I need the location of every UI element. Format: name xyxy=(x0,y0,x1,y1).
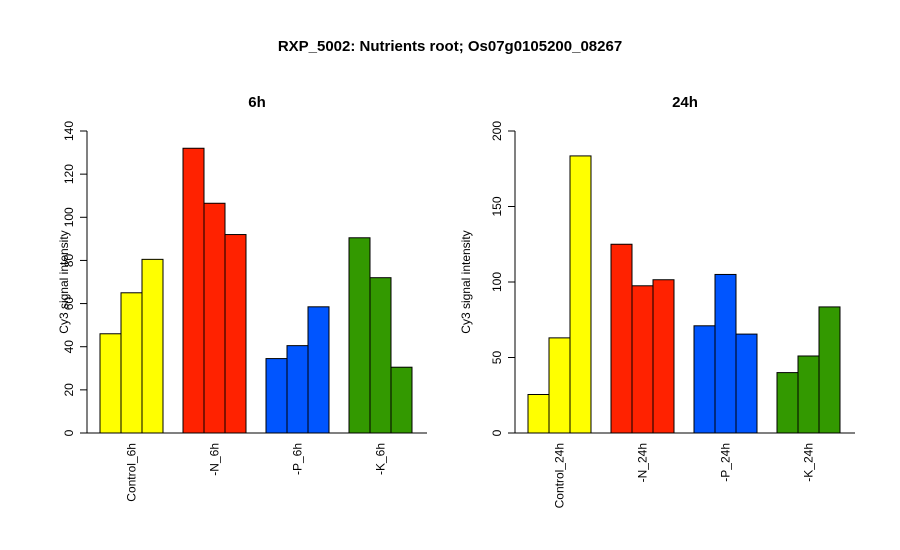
bar--N_24h-2 xyxy=(631,285,654,434)
x-category-label: Control_24h xyxy=(553,443,567,508)
bar--N_24h-3 xyxy=(652,279,675,434)
x-category-label: -P_6h xyxy=(291,443,305,475)
y-tick-label: 80 xyxy=(62,253,76,267)
bar--N_6h-2 xyxy=(203,202,226,434)
bar--P_24h-2 xyxy=(714,273,737,434)
bar-Control_6h-2 xyxy=(120,292,143,434)
y-tick-label: 200 xyxy=(490,121,504,141)
y-tick-label: 40 xyxy=(62,340,76,354)
y-axis-title: Cy3 signal intensity xyxy=(459,230,473,333)
bar-Control_24h-1 xyxy=(527,393,550,434)
bar--K_24h-3 xyxy=(818,306,841,434)
chart-panel-24h: 24h 0 50 100 150 200 Cy3 signal intensity Contr… xyxy=(459,94,855,508)
chart-panel-6h: 6h 0 20 40 60 80 100 120 140 Cy3 signal intensity… xyxy=(57,94,427,502)
y-tick-label: 140 xyxy=(62,121,76,141)
bar--N_24h-1 xyxy=(610,243,633,434)
bar--P_6h-3 xyxy=(307,306,330,434)
y-tick-label: 0 xyxy=(62,429,76,436)
y-axis-title: Cy3 signal intensity xyxy=(57,230,71,333)
x-category-label: -K_6h xyxy=(374,443,388,475)
figure-title: RXP_5002: Nutrients root; Os07g0105200_0… xyxy=(277,38,623,55)
bar-Control_24h-2 xyxy=(548,337,571,434)
panel-title: 6h xyxy=(248,94,266,111)
y-tick-label: 50 xyxy=(490,351,504,365)
y-tick-label: 0 xyxy=(490,429,504,436)
panel-title: 24h xyxy=(672,94,698,111)
bar--K_6h-3 xyxy=(390,366,413,434)
bar--K_24h-2 xyxy=(797,355,820,434)
bar--K_6h-2 xyxy=(369,277,392,434)
x-category-label: -K_24h xyxy=(802,443,816,482)
y-tick-label: 150 xyxy=(490,196,504,216)
x-category-label: -P_24h xyxy=(719,443,733,482)
x-category-label: -N_6h xyxy=(208,443,222,476)
y-tick-label: 100 xyxy=(490,272,504,292)
bar--N_6h-1 xyxy=(182,147,205,434)
x-category-label: -N_24h xyxy=(636,443,650,482)
bar--P_6h-1 xyxy=(265,358,288,434)
bar--P_6h-2 xyxy=(286,345,309,434)
bar--N_6h-3 xyxy=(224,234,247,434)
y-tick-label: 20 xyxy=(62,383,76,397)
bar--P_24h-1 xyxy=(693,325,716,434)
bar-Control_6h-3 xyxy=(141,258,164,434)
bar-Control_6h-1 xyxy=(99,333,122,434)
bar--P_24h-3 xyxy=(735,333,758,434)
x-category-label: Control_6h xyxy=(125,443,139,502)
bar--K_6h-1 xyxy=(348,237,371,434)
bar--K_24h-1 xyxy=(776,372,799,434)
y-tick-label: 120 xyxy=(62,164,76,184)
y-tick-label: 60 xyxy=(62,297,76,311)
bar-Control_24h-3 xyxy=(569,155,592,434)
y-tick-label: 100 xyxy=(62,207,76,227)
